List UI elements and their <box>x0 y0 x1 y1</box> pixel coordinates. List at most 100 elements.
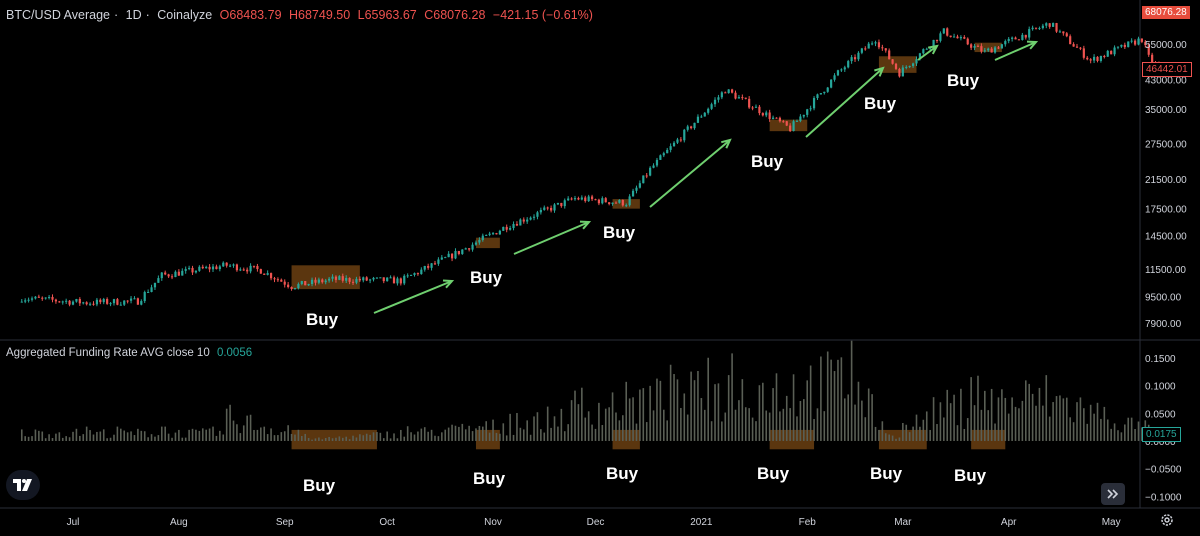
candle-body <box>690 126 693 129</box>
candle <box>1113 45 1116 57</box>
candle-body <box>891 59 894 64</box>
candle <box>556 202 560 206</box>
candle <box>369 278 372 284</box>
candle <box>724 91 727 94</box>
candle <box>372 276 375 282</box>
arrow-shaft <box>805 67 884 138</box>
candle-body <box>310 279 314 285</box>
candle-body <box>860 48 863 53</box>
candle <box>710 102 713 111</box>
candle <box>116 297 119 306</box>
candle-body <box>751 107 754 109</box>
candle-body <box>635 187 638 191</box>
funding-buy-label: Buy <box>870 464 903 483</box>
candle <box>550 205 553 213</box>
candle <box>246 267 249 274</box>
candle <box>427 263 430 270</box>
candle-body <box>693 122 696 129</box>
candle-body <box>946 28 949 36</box>
candle-body <box>888 50 891 60</box>
candle <box>481 233 484 242</box>
candle <box>713 97 717 107</box>
candle <box>54 298 58 304</box>
candle-body <box>133 298 136 300</box>
candle-body <box>283 281 286 285</box>
tradingview-logo[interactable] <box>6 470 40 500</box>
candle <box>317 277 320 285</box>
chart-header: BTC/USD Average · 1D · Coinalyze O68483.79… <box>6 8 593 22</box>
candle <box>37 294 40 298</box>
candle <box>560 202 563 208</box>
candle <box>78 297 81 306</box>
candle <box>655 157 659 168</box>
candle <box>198 265 201 272</box>
candle <box>358 276 361 282</box>
time-tick-label: Oct <box>379 517 395 528</box>
candle-body <box>235 264 239 271</box>
candle-body <box>826 87 829 92</box>
candle-body <box>99 299 102 303</box>
candle-body <box>1106 50 1109 57</box>
candle-body <box>973 45 976 48</box>
funding-tick-label: −0.0500 <box>1145 465 1182 476</box>
candle <box>727 89 730 94</box>
candle-body <box>413 273 416 275</box>
settings-button[interactable] <box>1158 511 1176 529</box>
candle-body <box>1072 44 1075 47</box>
symbol-name[interactable]: BTC/USD Average <box>6 8 110 22</box>
candle <box>1130 38 1133 44</box>
trend-arrow <box>805 66 885 138</box>
candle-body <box>1038 28 1041 30</box>
candle <box>901 65 904 77</box>
candle-body <box>314 279 317 283</box>
candle <box>590 194 594 202</box>
candle <box>423 265 426 272</box>
candle-body <box>164 272 167 275</box>
candle <box>871 41 874 46</box>
candle <box>177 269 180 276</box>
candle <box>293 287 297 290</box>
candle <box>68 299 71 307</box>
candle-body <box>263 273 266 275</box>
candle <box>621 199 624 207</box>
candle <box>1106 49 1109 58</box>
candle <box>170 274 174 280</box>
candle <box>1069 34 1072 45</box>
candle <box>730 88 734 94</box>
candle <box>1000 44 1003 49</box>
price-tick-label: 21500.00 <box>1145 175 1187 186</box>
interval[interactable]: 1D <box>125 8 142 22</box>
candle-body <box>952 36 956 38</box>
arrow-head <box>579 220 592 230</box>
candle-body <box>679 139 682 141</box>
candle <box>1086 56 1089 61</box>
candle <box>99 298 102 305</box>
indicator-legend[interactable]: Aggregated Funding Rate AVG close 10 0.0… <box>6 347 256 359</box>
candle-body <box>1151 54 1154 63</box>
candle <box>720 91 723 100</box>
candle-body <box>987 48 990 51</box>
candle-body <box>287 284 290 288</box>
candle-body <box>871 43 874 45</box>
candle-body <box>959 37 962 39</box>
candle <box>973 43 976 51</box>
candle-body <box>983 50 986 52</box>
candle <box>963 35 966 40</box>
candle-body <box>488 233 491 235</box>
candle-body <box>1024 34 1027 38</box>
candle <box>775 117 778 119</box>
candle <box>833 73 836 82</box>
candle <box>437 257 440 266</box>
candle <box>659 154 662 160</box>
candle-body <box>328 278 331 281</box>
candle-body <box>573 198 577 200</box>
candle-body <box>177 271 180 276</box>
candle-body <box>273 278 276 280</box>
candle <box>474 240 478 246</box>
scroll-to-realtime-button[interactable] <box>1101 483 1125 505</box>
candle-body <box>867 43 870 49</box>
candle-body <box>457 250 460 254</box>
candle <box>351 279 355 285</box>
candle <box>228 264 232 268</box>
